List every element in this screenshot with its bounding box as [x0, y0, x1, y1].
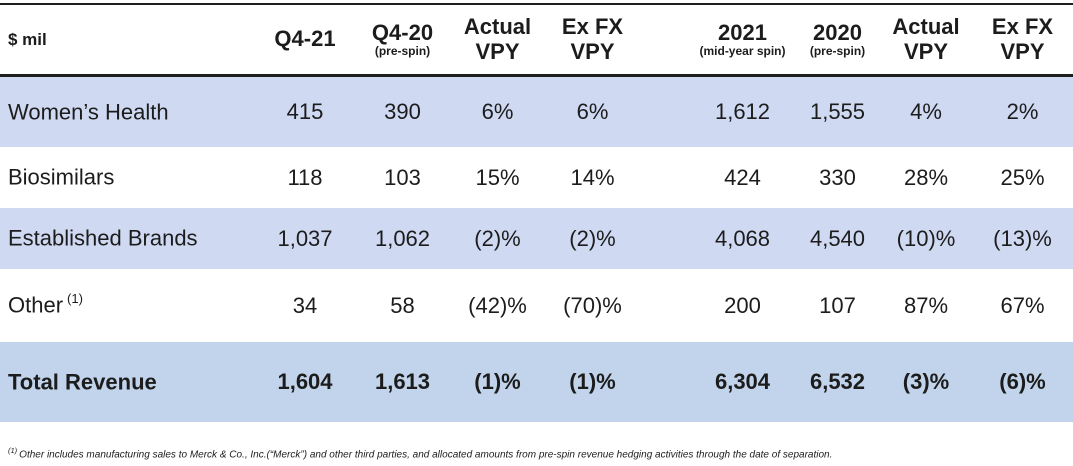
data-cell: 25% [1000, 164, 1045, 190]
col-header-q4-21: Q4-21 [255, 3, 355, 77]
data-cell: 390 [355, 75, 450, 147]
data-cell: 67% [1000, 292, 1045, 318]
data-cell: 6,304 [690, 342, 795, 422]
data-cell: (13)% [972, 208, 1073, 269]
data-cell: (42)% [468, 292, 527, 318]
data-cell: 6% [545, 75, 640, 147]
data-cell: (3)% [880, 342, 972, 422]
data-cell: 6,532 [795, 342, 880, 422]
data-cell-spacer [640, 75, 690, 147]
data-cell: 1,612 [690, 75, 795, 147]
footnote: (1) Other includes manufacturing sales to… [0, 446, 1073, 460]
row-label: Total Revenue [0, 342, 255, 422]
data-cell-spacer [640, 342, 690, 422]
data-cell: 200 [724, 292, 761, 318]
col-header-actual-vpy-quarter: Actual VPY [450, 3, 545, 77]
data-cell: 103 [384, 164, 421, 190]
header-row: $ mil Q4-21 Q4-20 (pre-spin) Actual VPY Ex… [0, 3, 1073, 77]
data-cell: (6)% [972, 342, 1073, 422]
footnote-ref: (1) [67, 291, 83, 307]
data-cell: 1,062 [355, 208, 450, 269]
table-row-established-brands: Established Brands 1,037 1,062 (2)% (2)%… [0, 208, 1073, 269]
row-label: Women’s Health [0, 75, 255, 147]
table-row-total-revenue: Total Revenue 1,604 1,613 (1)% (1)% 6,30… [0, 342, 1073, 422]
data-cell: 34 [292, 292, 318, 318]
data-cell: (1)% [545, 342, 640, 422]
data-cell: 107 [819, 292, 856, 318]
col-header-q4-20: Q4-20 (pre-spin) [355, 3, 450, 77]
data-cell: 4,540 [795, 208, 880, 269]
data-cell-spacer [640, 208, 690, 269]
table-row-other: Other (1) 34 58 (42)% (70)% 200 107 87% 6… [0, 269, 1073, 342]
row-label: Established Brands [0, 208, 255, 269]
data-cell: 58 [390, 292, 415, 318]
data-cell: (2)% [545, 208, 640, 269]
data-cell: 118 [287, 164, 323, 190]
footnote-text: Other includes manufacturing sales to Me… [19, 449, 833, 461]
data-cell: 1,037 [255, 208, 355, 269]
data-cell: 6% [450, 75, 545, 147]
data-cell: (10)% [880, 208, 972, 269]
col-header-2021: 2021 (mid-year spin) [690, 3, 795, 77]
data-cell: 424 [724, 164, 761, 190]
revenue-table: $ mil Q4-21 Q4-20 (pre-spin) Actual VPY Ex… [0, 3, 1073, 422]
col-header-exfx-vpy-year: Ex FX VPY [972, 3, 1073, 77]
data-cell: 4,068 [690, 208, 795, 269]
column-group-spacer [640, 3, 690, 77]
table-row-womens-health: Women’s Health 415 390 6% 6% 1,612 1,555… [0, 75, 1073, 147]
data-cell-spacer [640, 269, 690, 342]
row-label: Biosimilars [8, 164, 115, 190]
data-cell: 1,604 [255, 342, 355, 422]
data-cell-spacer [640, 147, 690, 208]
data-cell: 15% [475, 164, 520, 190]
data-cell: 14% [570, 164, 615, 190]
table-row-biosimilars: Biosimilars 118 103 15% 14% 424 330 28% … [0, 147, 1073, 208]
data-cell: 1,613 [355, 342, 450, 422]
data-cell: (2)% [450, 208, 545, 269]
col-header-exfx-vpy-quarter: Ex FX VPY [545, 3, 640, 77]
data-cell: 1,555 [795, 75, 880, 147]
data-cell: (70)% [563, 292, 622, 318]
footnote-marker: (1) [8, 446, 18, 455]
data-cell: 87% [903, 292, 949, 318]
col-header-actual-vpy-year: Actual VPY [880, 3, 972, 77]
col-header-2020: 2020 (pre-spin) [795, 3, 880, 77]
data-cell: 330 [819, 164, 856, 190]
units-label: $ mil [0, 3, 255, 77]
row-label: Other (1) [8, 291, 83, 318]
data-cell: 4% [880, 75, 972, 147]
data-cell: 415 [255, 75, 355, 147]
data-cell: 28% [903, 164, 949, 190]
data-cell: 2% [972, 75, 1073, 147]
data-cell: (1)% [450, 342, 545, 422]
